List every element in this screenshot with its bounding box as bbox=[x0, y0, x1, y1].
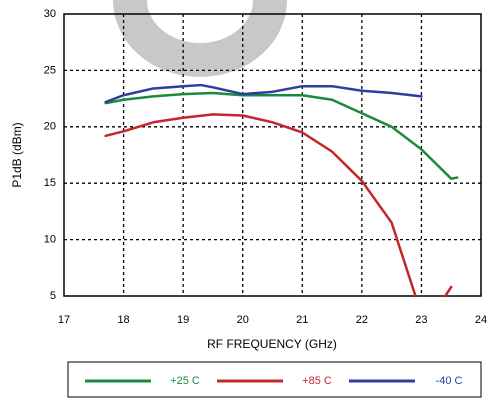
y-tick-label: 10 bbox=[44, 234, 56, 246]
series-line bbox=[104, 83, 423, 104]
x-tick-label: 17 bbox=[58, 314, 70, 326]
x-axis-title: RF FREQUENCY (GHz) bbox=[207, 337, 337, 351]
y-tick-label: 30 bbox=[44, 8, 56, 20]
y-tick-label: 15 bbox=[44, 177, 56, 189]
y-tick-label: 25 bbox=[44, 64, 56, 76]
y-tick-label: 20 bbox=[44, 121, 56, 133]
y-axis-title: P1dB (dBm) bbox=[10, 122, 24, 187]
series-line bbox=[104, 91, 459, 180]
x-tick-label: 24 bbox=[475, 314, 487, 326]
plot-frame bbox=[63, 13, 482, 297]
x-tick-label: 23 bbox=[415, 314, 427, 326]
x-tick-label: 21 bbox=[296, 314, 308, 326]
series-line bbox=[104, 113, 453, 298]
legend-label: +85 C bbox=[302, 375, 332, 387]
x-tick-label: 22 bbox=[356, 314, 368, 326]
x-tick-label: 20 bbox=[237, 314, 249, 326]
legend-box bbox=[67, 361, 482, 398]
legend-label: +25 C bbox=[170, 375, 200, 387]
x-tick-label: 18 bbox=[117, 314, 129, 326]
y-tick-label: 5 bbox=[50, 290, 56, 302]
watermark bbox=[113, 0, 287, 77]
x-tick-label: 19 bbox=[177, 314, 189, 326]
legend-label: -40 C bbox=[436, 375, 463, 387]
